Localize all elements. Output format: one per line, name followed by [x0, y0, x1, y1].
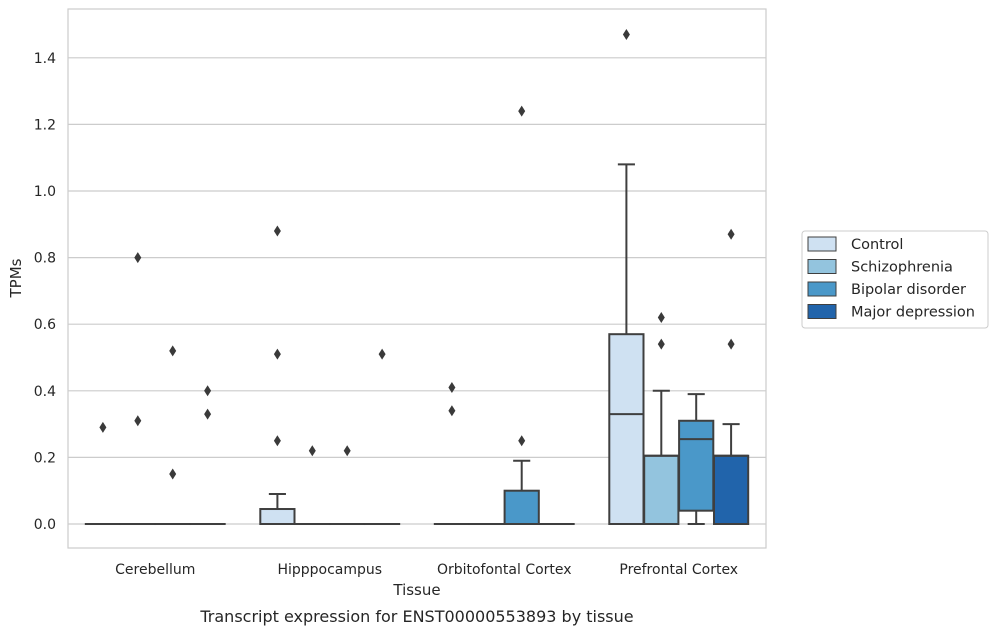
box-iqr	[712, 454, 750, 525]
outlier-point	[657, 338, 665, 350]
outlier-point	[378, 348, 386, 360]
box-schizophrenia	[119, 252, 156, 526]
outlier-point	[204, 385, 212, 397]
outlier-point	[448, 381, 456, 393]
outlier-point	[448, 405, 456, 417]
legend: Control Schizophrenia Bipolar disorder Majo…	[801, 230, 989, 329]
outlier-point	[134, 252, 142, 264]
outlier-point	[169, 468, 177, 480]
outlier-point	[308, 445, 316, 457]
y-tick-label: 1.0	[34, 184, 56, 200]
legend-label: Schizophrenia	[851, 260, 953, 276]
chart-caption: Transcript expression for ENST0000055389…	[199, 607, 633, 626]
legend-swatch	[807, 281, 837, 297]
box-major-depression	[189, 385, 226, 526]
box-bipolar-disorder	[154, 345, 191, 526]
outlier-point	[622, 28, 630, 40]
outlier-point	[99, 421, 107, 433]
box-iqr	[259, 508, 296, 526]
legend-swatch	[807, 236, 837, 252]
y-tick-label: 0.0	[34, 517, 56, 533]
legend-swatch	[807, 259, 837, 274]
outlier-point	[343, 445, 351, 457]
outlier-point	[273, 225, 281, 237]
box-series-group	[84, 28, 750, 526]
y-tick-labels: 0.0 0.2 0.4 0.6 0.8 1.0 1.2 1.4	[34, 51, 56, 533]
box-control	[608, 28, 645, 525]
x-tick-label: Cerebellum	[115, 562, 195, 578]
x-axis-label: Tissue	[392, 581, 440, 599]
plot-area-frame	[67, 8, 767, 549]
box-bipolar-disorder	[678, 393, 715, 525]
box-iqr	[503, 489, 540, 526]
outlier-point	[204, 408, 212, 420]
box-iqr	[678, 419, 715, 512]
outlier-point	[518, 435, 526, 447]
y-tick-label: 0.6	[34, 317, 56, 333]
outlier-point	[273, 348, 281, 360]
box-iqr	[643, 454, 680, 525]
y-tick-label: 0.8	[34, 251, 56, 267]
box-control	[259, 225, 296, 526]
box-major-depression	[363, 348, 401, 526]
legend-frame	[801, 230, 989, 329]
outlier-point	[169, 345, 177, 357]
legend-swatch	[807, 304, 837, 319]
y-tick-label: 0.4	[34, 384, 56, 400]
x-tick-label: Orbitofontal Cortex	[437, 562, 572, 578]
y-axis-label: TPMs	[7, 258, 25, 298]
outlier-point	[518, 105, 526, 117]
outlier-point	[134, 415, 142, 427]
outlier-point	[727, 228, 735, 240]
box-major-depression	[712, 228, 750, 525]
box-iqr	[608, 333, 645, 525]
x-tick-labels: Cerebellum Hipppocampus Orbitofontal Corte…	[115, 562, 738, 578]
box-schizophrenia	[643, 312, 680, 525]
outlier-point	[727, 338, 735, 350]
x-tick-label: Prefrontal Cortex	[619, 562, 738, 578]
outlier-point	[657, 312, 665, 324]
y-tick-label: 0.2	[34, 450, 56, 466]
x-tick-label: Hipppocampus	[277, 562, 382, 578]
y-tick-label: 1.4	[34, 51, 56, 67]
legend-label: Major depression	[851, 305, 975, 321]
legend-label: Bipolar disorder	[851, 282, 966, 298]
outlier-point	[273, 435, 281, 447]
legend-label: Control	[851, 237, 903, 253]
y-tick-label: 1.2	[34, 117, 56, 133]
box-bipolar-disorder	[503, 105, 540, 526]
